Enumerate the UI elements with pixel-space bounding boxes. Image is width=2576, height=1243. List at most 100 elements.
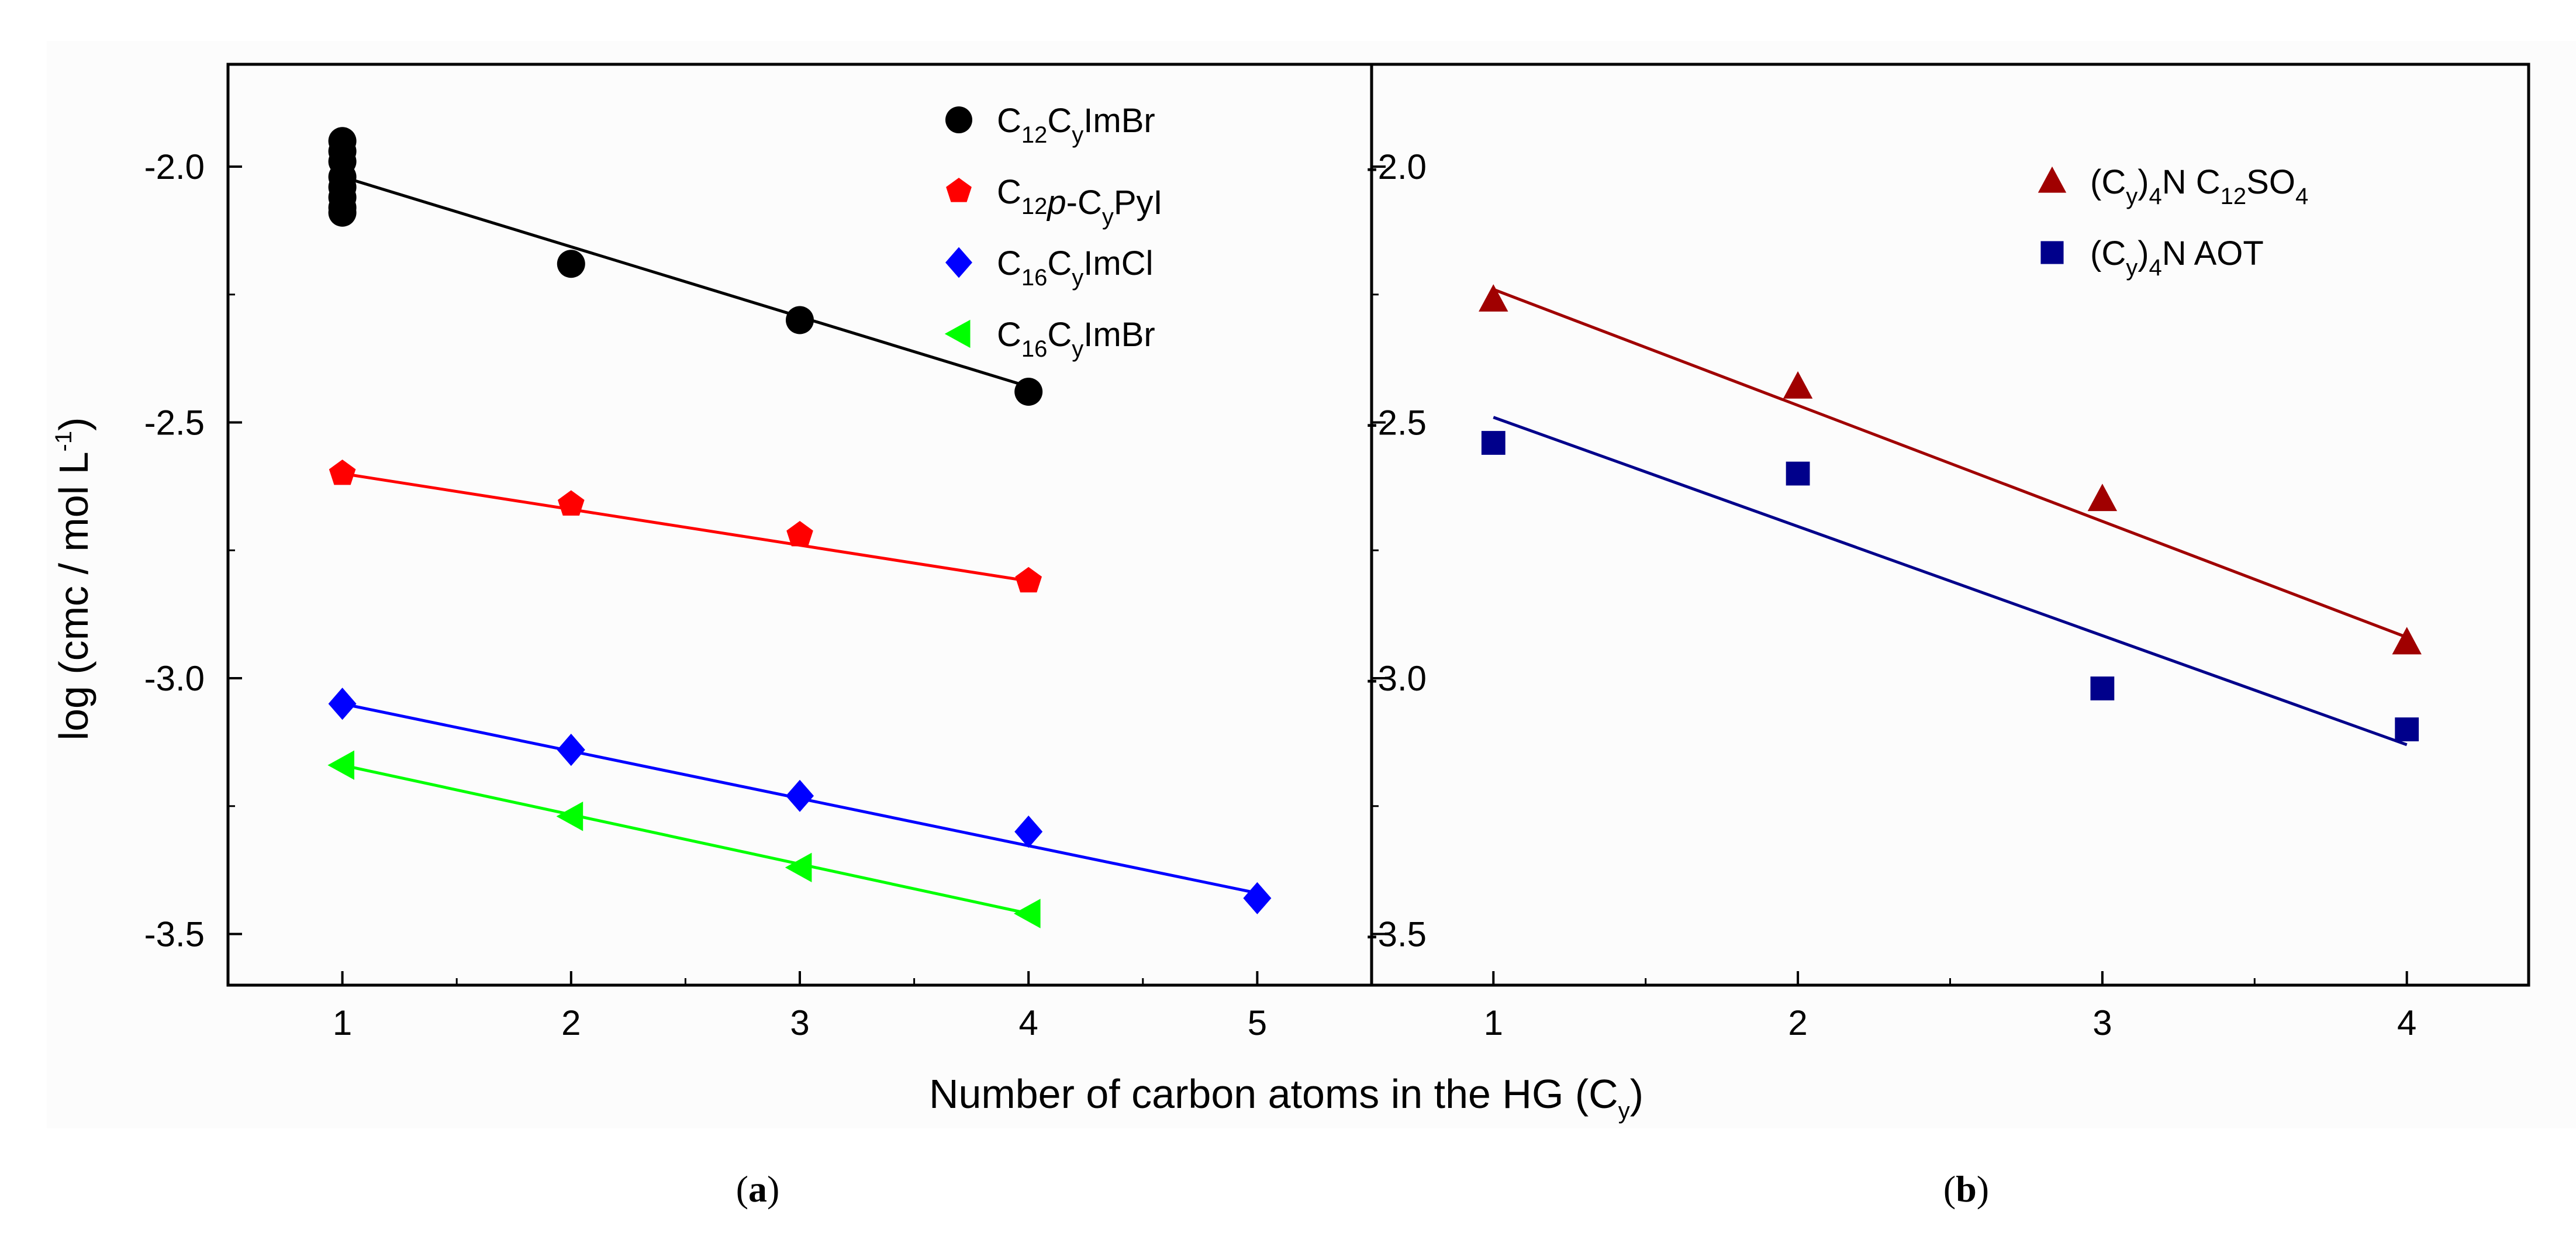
fit-line: [341, 175, 1029, 388]
x-axis-title-sub: y: [1618, 1098, 1630, 1124]
fit-line: [342, 764, 1029, 915]
legend-label-part: 16: [1021, 336, 1048, 362]
data-point: [1479, 284, 1508, 312]
series-(Cy)4N AOT: [1481, 416, 2419, 747]
y-axis-title-end: ): [51, 417, 96, 431]
fit-line: [1493, 416, 2408, 747]
legend-label-part: y: [1072, 336, 1083, 362]
legend-label-C12p-CyPyI: C12p-CyPyI: [997, 173, 1163, 230]
legend-label-part: C: [997, 173, 1021, 211]
data-point: [328, 688, 357, 720]
legend-label-part: C: [1047, 102, 1072, 140]
data-point: [328, 198, 357, 227]
legend-label-part: 12: [1021, 194, 1048, 219]
legend-label-part: y: [2126, 184, 2138, 209]
x-tick-label: 5: [1248, 1003, 1267, 1042]
legend-label-part: 12: [2221, 184, 2247, 209]
legend-marker: [945, 247, 972, 278]
x-tick-label: 1: [333, 1003, 352, 1042]
figure-background: [47, 41, 2576, 1128]
legend-label-part: PyI: [1114, 184, 1163, 222]
legend-label-part: 12: [1021, 122, 1048, 148]
legend-entry: C12CyImBr: [945, 102, 1155, 148]
legend-label-part: y: [2126, 255, 2138, 281]
x-tick-label: 4: [1019, 1003, 1038, 1042]
data-point: [1014, 815, 1043, 848]
data-point: [1481, 431, 1505, 455]
series-C16CyImBr: [327, 750, 1041, 928]
data-point: [786, 306, 814, 334]
legend-label-part: ImBr: [1083, 316, 1155, 354]
caption-a: (a): [736, 1168, 780, 1210]
x-tick-label: 3: [790, 1003, 809, 1042]
data-point: [2090, 676, 2115, 700]
data-point: [556, 802, 583, 831]
x-axis-title: Number of carbon atoms in the HG (Cy): [929, 1071, 1643, 1124]
y-tick-label: -3.5: [144, 915, 205, 954]
legend-label-(Cy)4N C12SO4: (Cy)4N C12SO4: [2090, 163, 2308, 209]
x-tick-label: 3: [2092, 1003, 2112, 1042]
x-tick-label: 4: [2397, 1003, 2416, 1042]
series-C12CyImBr: [328, 127, 1043, 406]
legend-label-part: ): [2138, 163, 2149, 201]
legend-marker: [946, 178, 972, 202]
data-point: [786, 779, 814, 812]
legend-entry: C16CyImBr: [944, 316, 1155, 362]
data-point: [557, 250, 585, 278]
legend-label-part: 4: [2149, 184, 2162, 209]
data-point: [557, 733, 585, 766]
data-point: [1783, 371, 1813, 399]
legend-label-part: SO: [2246, 163, 2295, 201]
fit-line: [1493, 288, 2408, 639]
legend-label-part: y: [1102, 204, 1114, 230]
legend-marker: [945, 106, 972, 133]
series-(Cy)4N C12SO4: [1479, 284, 2422, 655]
y-tick-label: -2.0: [1366, 147, 1427, 187]
legend-label-part: C: [997, 316, 1021, 354]
legend-entry: C12p-CyPyI: [946, 173, 1163, 230]
legend-label-part: ImCl: [1083, 244, 1153, 282]
y-axis-title: log (cmc / mol L-1): [51, 417, 96, 741]
data-point: [1014, 378, 1043, 406]
legend-label-part: p: [1046, 184, 1066, 222]
legend-entry: C16CyImCl: [945, 244, 1153, 291]
legend-label-part: y: [1072, 122, 1083, 148]
legend-label-part: -C: [1066, 184, 1102, 222]
data-point: [2395, 717, 2419, 741]
data-point: [327, 750, 354, 780]
data-point: [1014, 899, 1041, 928]
y-tick-label: -3.0: [144, 659, 205, 698]
legend-label-part: 16: [1021, 265, 1048, 291]
legend-label-C12CyImBr: C12CyImBr: [997, 102, 1155, 148]
legend-marker: [2040, 241, 2064, 264]
legend-label-C16CyImCl: C16CyImCl: [997, 244, 1153, 291]
data-point: [1015, 567, 1042, 593]
y-tick-label: -3.0: [1366, 659, 1427, 698]
y-axis-title-sup: -1: [51, 431, 77, 452]
data-point: [2392, 627, 2422, 655]
legend-marker: [944, 319, 971, 348]
legend-label-part: N AOT: [2162, 234, 2264, 272]
legend-label-part: ): [2138, 234, 2149, 272]
legend-marker: [2038, 166, 2067, 193]
legend-entry: (Cy)4N C12SO4: [2038, 163, 2308, 209]
caption-b: (b): [1943, 1168, 1989, 1210]
legend-label-part: y: [1072, 265, 1083, 291]
x-tick-label: 2: [1788, 1003, 1807, 1042]
data-point: [329, 460, 356, 485]
y-tick-label: -3.5: [1366, 915, 1427, 954]
legend-entry: (Cy)4N AOT: [2040, 234, 2264, 281]
data-point: [786, 521, 813, 547]
legend-label-part: 4: [2149, 255, 2162, 281]
legend-label-part: C: [997, 102, 1021, 140]
legend-label-part: (C: [2090, 234, 2126, 272]
x-axis-title-main: Number of carbon atoms in the HG (C: [929, 1071, 1618, 1117]
y-axis-title-main: log (cmc / mol L: [51, 451, 96, 740]
series-C12p-CyPyI: [329, 460, 1042, 593]
legend-label-(Cy)4N AOT: (Cy)4N AOT: [2090, 234, 2264, 281]
data-point: [2087, 484, 2118, 512]
panel-a: 1 2 3 4 5-2.0-2.5-3.0-3.5C12CyImBrC12p-CyPyI…: [144, 63, 1373, 1042]
legend-label-part: (C: [2090, 163, 2126, 201]
caption-b-letter: b: [1956, 1168, 1977, 1210]
